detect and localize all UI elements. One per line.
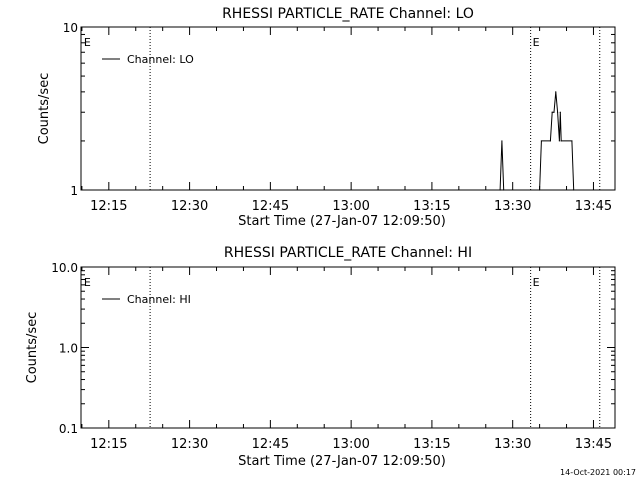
data-point (573, 189, 575, 191)
data-point (503, 189, 505, 191)
x-axis-label: Start Time (27-Jan-07 12:09:50) (238, 454, 446, 469)
panel-lo: RHESSI PARTICLE_RATE Channel: LO 1 10 12:15… (37, 6, 616, 229)
chart-title: RHESSI PARTICLE_RATE Channel: HI (224, 245, 472, 261)
date-stamp: 14-Oct-2021 00:17 (560, 468, 636, 477)
chart-title: RHESSI PARTICLE_RATE Channel: LO (222, 6, 474, 22)
y-tick-label: 10 (63, 21, 78, 35)
x-tick-label: 12:15 (90, 437, 127, 452)
data-point (558, 140, 560, 142)
y-tick-label: 1 (70, 184, 78, 198)
data-point (501, 140, 503, 142)
x-tick-label: 12:45 (252, 437, 289, 452)
x-tick-label: 12:30 (171, 199, 208, 214)
x-tick-label: 13:45 (575, 437, 612, 452)
data-point (559, 111, 561, 113)
marker-label: E (533, 276, 540, 289)
y-tick-label: 0.1 (59, 422, 78, 436)
data-point (560, 140, 562, 142)
x-tick-label: 13:30 (494, 437, 531, 452)
data-point (539, 189, 541, 191)
x-tick-label: 13:15 (413, 437, 450, 452)
x-tick-label: 13:45 (575, 199, 612, 214)
plot-frame (80, 266, 616, 429)
data-point (555, 91, 557, 93)
x-tick-label: 12:30 (171, 437, 208, 452)
y-axis-label: Counts/sec (25, 312, 40, 384)
plot-frame (80, 26, 616, 191)
x-axis-label: Start Time (27-Jan-07 12:09:50) (238, 214, 446, 229)
marker-label: E (84, 36, 91, 49)
data-point (571, 140, 573, 142)
data-point (551, 111, 553, 113)
panel-hi: RHESSI PARTICLE_RATE Channel: HI 0.1 1.0 10… (25, 245, 616, 469)
data-point (540, 140, 543, 142)
y-tick-label: 10.0 (51, 261, 78, 275)
marker-label: E (533, 36, 540, 49)
x-tick-label: 12:15 (90, 199, 127, 214)
marker-label: E (84, 276, 91, 289)
x-tick-label: 13:15 (413, 199, 450, 214)
legend-label: Channel: LO (127, 53, 194, 66)
x-tick-label: 12:45 (252, 199, 289, 214)
data-point (499, 189, 501, 191)
data-point (549, 140, 551, 142)
data-point (556, 111, 559, 113)
y-axis-label: Counts/sec (37, 73, 52, 145)
x-tick-label: 13:00 (332, 199, 369, 214)
y-tick-label: 1.0 (59, 342, 78, 356)
legend-label: Channel: HI (127, 293, 191, 306)
x-tick-label: 13:00 (332, 437, 369, 452)
x-tick-label: 13:30 (494, 199, 531, 214)
data-point (553, 111, 555, 113)
series-line (499, 91, 575, 191)
